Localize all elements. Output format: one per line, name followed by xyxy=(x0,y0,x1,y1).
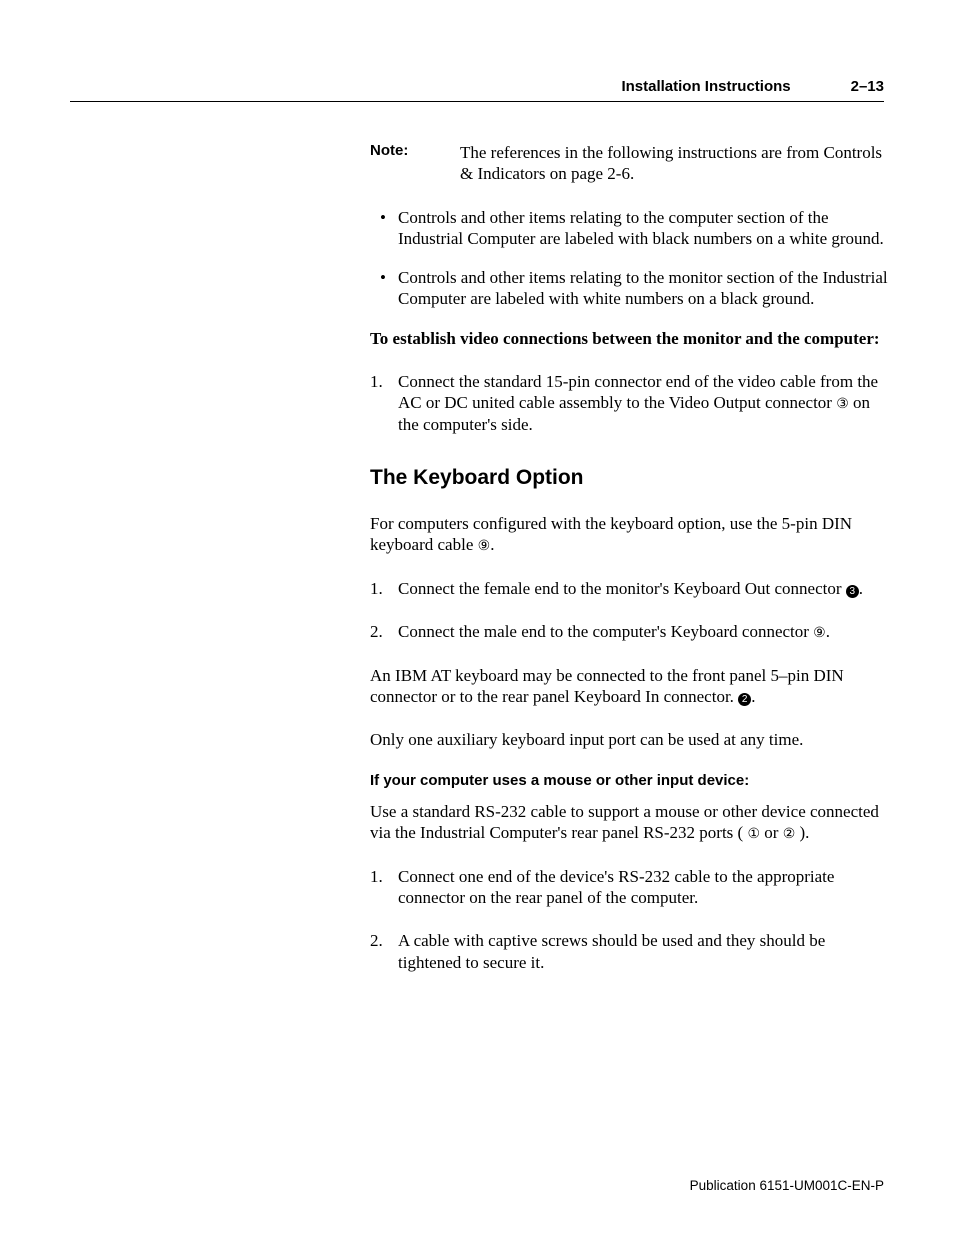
paragraph: For computers configured with the keyboa… xyxy=(370,513,890,556)
header-section-title: Installation Instructions xyxy=(621,78,790,95)
para-text: . xyxy=(490,535,494,554)
step-text: . xyxy=(826,622,830,641)
video-steps: 1. Connect the standard 15-pin connector… xyxy=(370,371,890,435)
step-number: 1. xyxy=(370,578,383,599)
black-circled-ref-icon: 3 xyxy=(846,585,859,598)
para-text: or xyxy=(760,823,783,842)
mouse-steps: 1. Connect one end of the device's RS-23… xyxy=(370,866,890,973)
page: Installation Instructions 2–13 Note: The… xyxy=(0,0,954,1235)
circled-ref-icon: ① xyxy=(747,826,760,844)
step-text: Connect the male end to the computer's K… xyxy=(398,622,813,641)
paragraph: An IBM AT keyboard may be connected to t… xyxy=(370,665,890,708)
paragraph: Use a standard RS-232 cable to support a… xyxy=(370,801,890,844)
keyboard-steps: 1. Connect the female end to the monitor… xyxy=(370,578,890,643)
para-text: An IBM AT keyboard may be connected to t… xyxy=(370,666,844,706)
paragraph: Only one auxiliary keyboard input port c… xyxy=(370,729,890,750)
publication-footer: Publication 6151-UM001C-EN-P xyxy=(690,1178,884,1193)
bullet-list: Controls and other items relating to the… xyxy=(370,207,890,310)
step-text: . xyxy=(859,579,863,598)
bullet-item: Controls and other items relating to the… xyxy=(370,207,890,250)
circled-ref-icon: ③ xyxy=(836,396,849,414)
step-number: 1. xyxy=(370,866,383,887)
step-number: 2. xyxy=(370,621,383,642)
note-label: Note: xyxy=(370,142,420,185)
step-number: 1. xyxy=(370,371,383,392)
list-item: 1. Connect the standard 15-pin connector… xyxy=(370,371,890,435)
list-item: 2. A cable with captive screws should be… xyxy=(370,930,890,973)
para-text: . xyxy=(751,687,755,706)
page-header: Installation Instructions 2–13 xyxy=(70,78,884,102)
mouse-heading: If your computer uses a mouse or other i… xyxy=(370,772,890,791)
circled-ref-icon: ② xyxy=(783,826,796,844)
list-item: 1. Connect one end of the device's RS-23… xyxy=(370,866,890,909)
section-heading: The Keyboard Option xyxy=(370,465,890,491)
step-text: A cable with captive screws should be us… xyxy=(398,931,825,971)
note-text: The references in the following instruct… xyxy=(460,142,890,185)
list-item: 2. Connect the male end to the computer'… xyxy=(370,621,890,643)
video-heading: To establish video connections between t… xyxy=(370,328,890,349)
step-number: 2. xyxy=(370,930,383,951)
circled-ref-icon: ⑨ xyxy=(478,538,491,556)
list-item: 1. Connect the female end to the monitor… xyxy=(370,578,890,599)
step-text: Connect one end of the device's RS-232 c… xyxy=(398,867,834,907)
para-text: ). xyxy=(795,823,809,842)
step-text: Connect the female end to the monitor's … xyxy=(398,579,846,598)
circled-ref-icon: ⑨ xyxy=(813,625,826,643)
note-block: Note: The references in the following in… xyxy=(370,142,890,185)
bullet-item: Controls and other items relating to the… xyxy=(370,267,890,310)
header-page-number: 2–13 xyxy=(851,78,884,95)
para-text: For computers configured with the keyboa… xyxy=(370,514,852,554)
step-text: Connect the standard 15-pin connector en… xyxy=(398,372,878,412)
black-circled-ref-icon: 2 xyxy=(738,693,751,706)
body-content: Note: The references in the following in… xyxy=(370,142,890,973)
